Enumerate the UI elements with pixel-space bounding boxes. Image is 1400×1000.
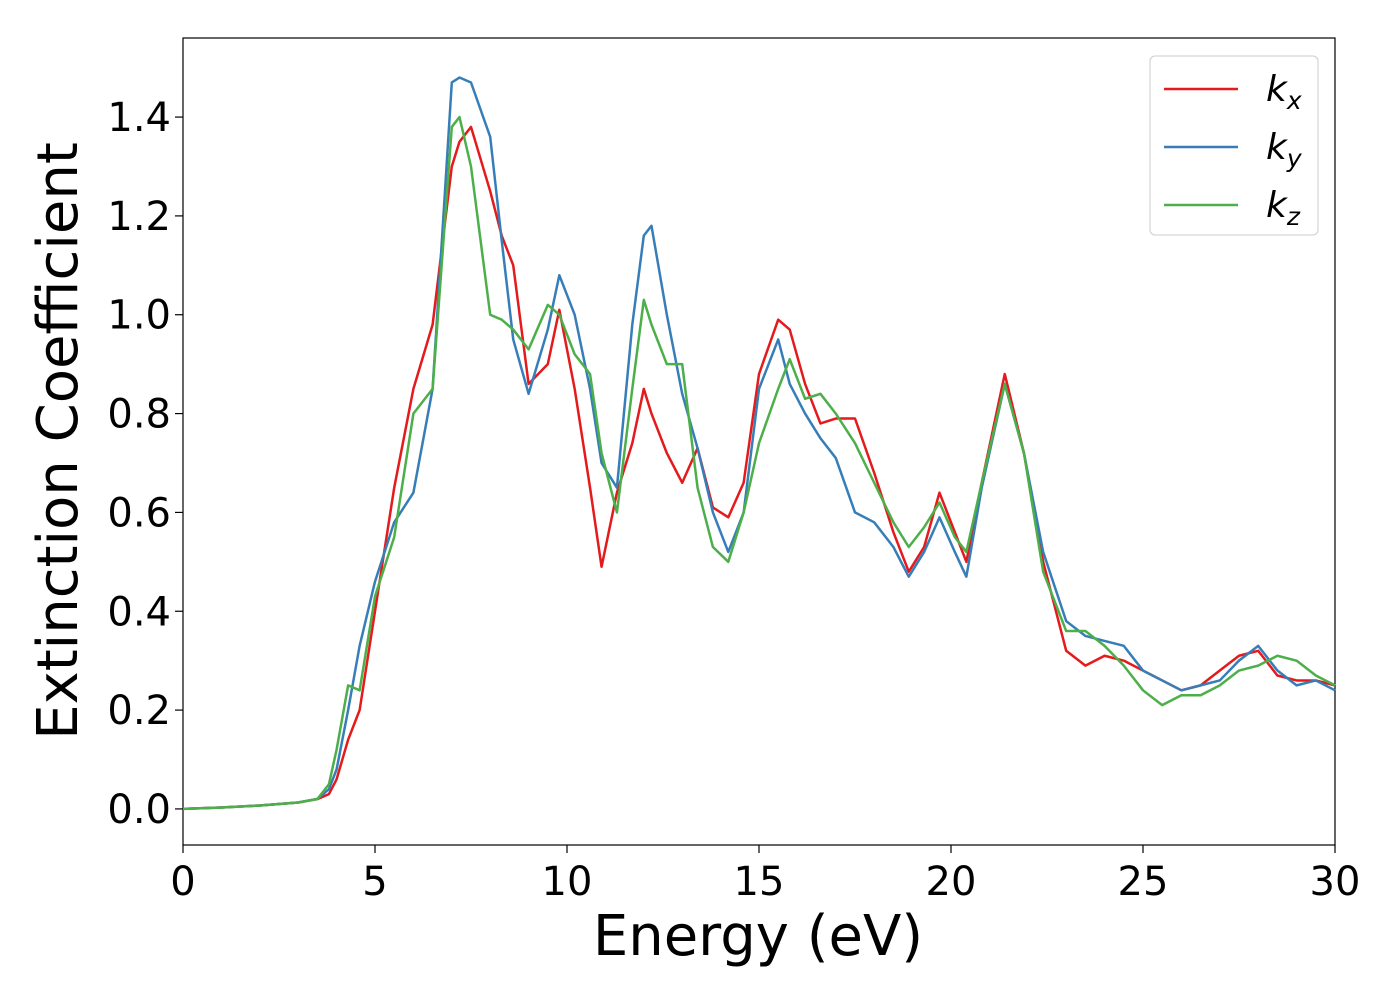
x-tick-label: 5: [362, 859, 387, 905]
data-line: [182, 125, 1336, 811]
legend-label: ky: [1266, 127, 1303, 173]
x-tick-label: 30: [1310, 859, 1361, 905]
x-tick-label: 20: [926, 859, 977, 905]
x-tick-label: 25: [1118, 859, 1169, 905]
y-tick-label: 1.2: [107, 194, 171, 240]
y-axis-label: Extinction Coefficient: [26, 142, 91, 740]
y-tick-label: 0.4: [107, 589, 171, 635]
x-tick-label: 15: [734, 859, 785, 905]
y-tick-label: 1.4: [107, 95, 171, 141]
x-tick-label: 10: [542, 859, 593, 905]
y-tick-label: 0.2: [107, 688, 171, 734]
legend-label: kz: [1266, 185, 1301, 231]
legend-label: kx: [1266, 69, 1302, 115]
y-tick-label: 1.0: [107, 293, 171, 339]
y-tick-label: 0.8: [107, 392, 171, 438]
legend-box: [1149, 55, 1319, 236]
x-axis-label: Energy (eV): [593, 904, 923, 969]
data-line: [182, 115, 1336, 811]
data-line: [182, 76, 1336, 811]
y-tick-label: 0.0: [107, 787, 171, 833]
y-tick-label: 0.6: [107, 490, 171, 536]
x-tick-label: 0: [170, 859, 195, 905]
